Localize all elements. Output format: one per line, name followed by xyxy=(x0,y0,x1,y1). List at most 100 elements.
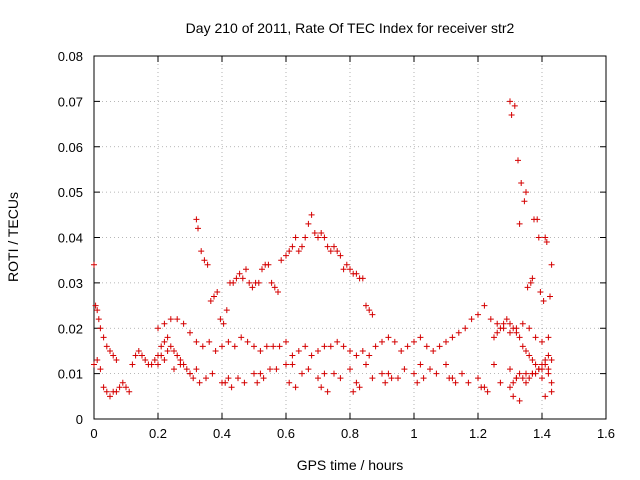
data-point xyxy=(164,347,171,354)
data-point xyxy=(91,261,97,268)
data-point xyxy=(100,334,107,341)
data-point xyxy=(107,393,113,400)
data-point xyxy=(241,379,248,386)
data-point xyxy=(446,375,453,382)
data-point xyxy=(503,316,510,323)
data-point xyxy=(177,361,184,368)
data-point xyxy=(198,248,205,255)
data-point xyxy=(193,338,200,345)
data-point xyxy=(193,216,200,223)
data-point xyxy=(259,266,265,273)
data-point xyxy=(212,347,219,354)
data-point xyxy=(230,279,237,286)
data-point xyxy=(526,375,533,382)
x-tick-label: 0 xyxy=(90,426,97,441)
data-point xyxy=(540,298,547,305)
data-point xyxy=(491,361,497,368)
data-point xyxy=(519,343,526,350)
data-point xyxy=(257,347,264,354)
data-point xyxy=(318,229,325,236)
data-point xyxy=(132,352,139,359)
data-point xyxy=(382,379,389,386)
data-point xyxy=(356,384,363,391)
data-point xyxy=(350,388,357,395)
grid xyxy=(94,56,606,419)
x-tick-label: 1.6 xyxy=(597,426,615,441)
y-axis-label: ROTI / TECUs xyxy=(5,192,21,282)
data-point xyxy=(207,298,214,305)
x-tick-label: 1.2 xyxy=(469,426,487,441)
data-point xyxy=(305,220,312,227)
data-point xyxy=(535,234,542,241)
data-point xyxy=(532,334,539,341)
data-point xyxy=(103,388,110,395)
data-point xyxy=(337,252,344,259)
data-point xyxy=(228,384,235,391)
data-point xyxy=(462,325,469,332)
y-tick-label: 0.04 xyxy=(58,231,83,246)
data-point xyxy=(295,347,302,354)
data-point xyxy=(545,370,552,377)
data-point xyxy=(529,275,536,282)
data-point xyxy=(219,343,225,350)
data-point xyxy=(113,357,120,364)
data-point xyxy=(411,338,417,345)
axis-ticks: 0 0.2 0.4 0.6 0.8 1 1.2 1.4 1.6 0 0.01 0.02 0.03 0.04… xyxy=(58,49,615,441)
data-point xyxy=(548,379,555,386)
data-point xyxy=(385,334,392,341)
y-tick-label: 0.08 xyxy=(58,49,83,64)
data-point xyxy=(417,361,424,368)
data-point xyxy=(283,361,289,368)
data-point xyxy=(423,343,430,350)
data-point xyxy=(334,338,341,345)
data-point xyxy=(289,361,296,368)
y-tick-label: 0.02 xyxy=(58,321,83,336)
data-point xyxy=(148,361,155,368)
data-point xyxy=(97,325,104,332)
data-point xyxy=(183,366,190,373)
y-tick-label: 0.07 xyxy=(58,94,83,109)
data-point xyxy=(497,325,504,332)
data-point xyxy=(334,248,341,255)
data-point xyxy=(158,343,165,350)
data-point xyxy=(507,329,513,336)
data-point xyxy=(94,357,101,364)
data-point xyxy=(459,370,465,377)
data-point xyxy=(523,189,529,196)
data-point xyxy=(513,329,520,336)
data-point xyxy=(511,102,518,109)
data-point xyxy=(529,357,536,364)
data-point xyxy=(366,352,373,359)
data-point xyxy=(217,316,224,323)
data-point xyxy=(251,370,257,377)
data-point xyxy=(187,329,193,336)
data-point xyxy=(455,329,462,336)
data-point xyxy=(193,366,200,373)
data-point xyxy=(286,248,293,255)
data-point xyxy=(95,316,102,323)
data-point xyxy=(276,343,283,350)
y-tick-label: 0.01 xyxy=(58,367,83,382)
x-tick-label: 0.4 xyxy=(213,426,231,441)
data-point xyxy=(385,370,392,377)
data-point xyxy=(174,316,181,323)
data-point xyxy=(523,379,529,386)
data-point xyxy=(119,379,126,386)
data-point xyxy=(475,375,481,382)
data-point xyxy=(519,320,526,327)
data-point xyxy=(443,361,449,368)
data-point xyxy=(366,307,373,314)
data-point xyxy=(494,320,501,327)
data-point xyxy=(534,216,541,223)
data-point xyxy=(187,370,193,377)
data-point xyxy=(430,347,437,354)
data-point xyxy=(507,384,513,391)
data-point xyxy=(507,366,513,373)
data-point xyxy=(542,393,549,400)
data-point xyxy=(91,361,97,368)
data-point xyxy=(481,302,488,309)
data-point xyxy=(195,225,201,232)
data-point xyxy=(267,366,273,373)
data-point xyxy=(543,239,550,246)
